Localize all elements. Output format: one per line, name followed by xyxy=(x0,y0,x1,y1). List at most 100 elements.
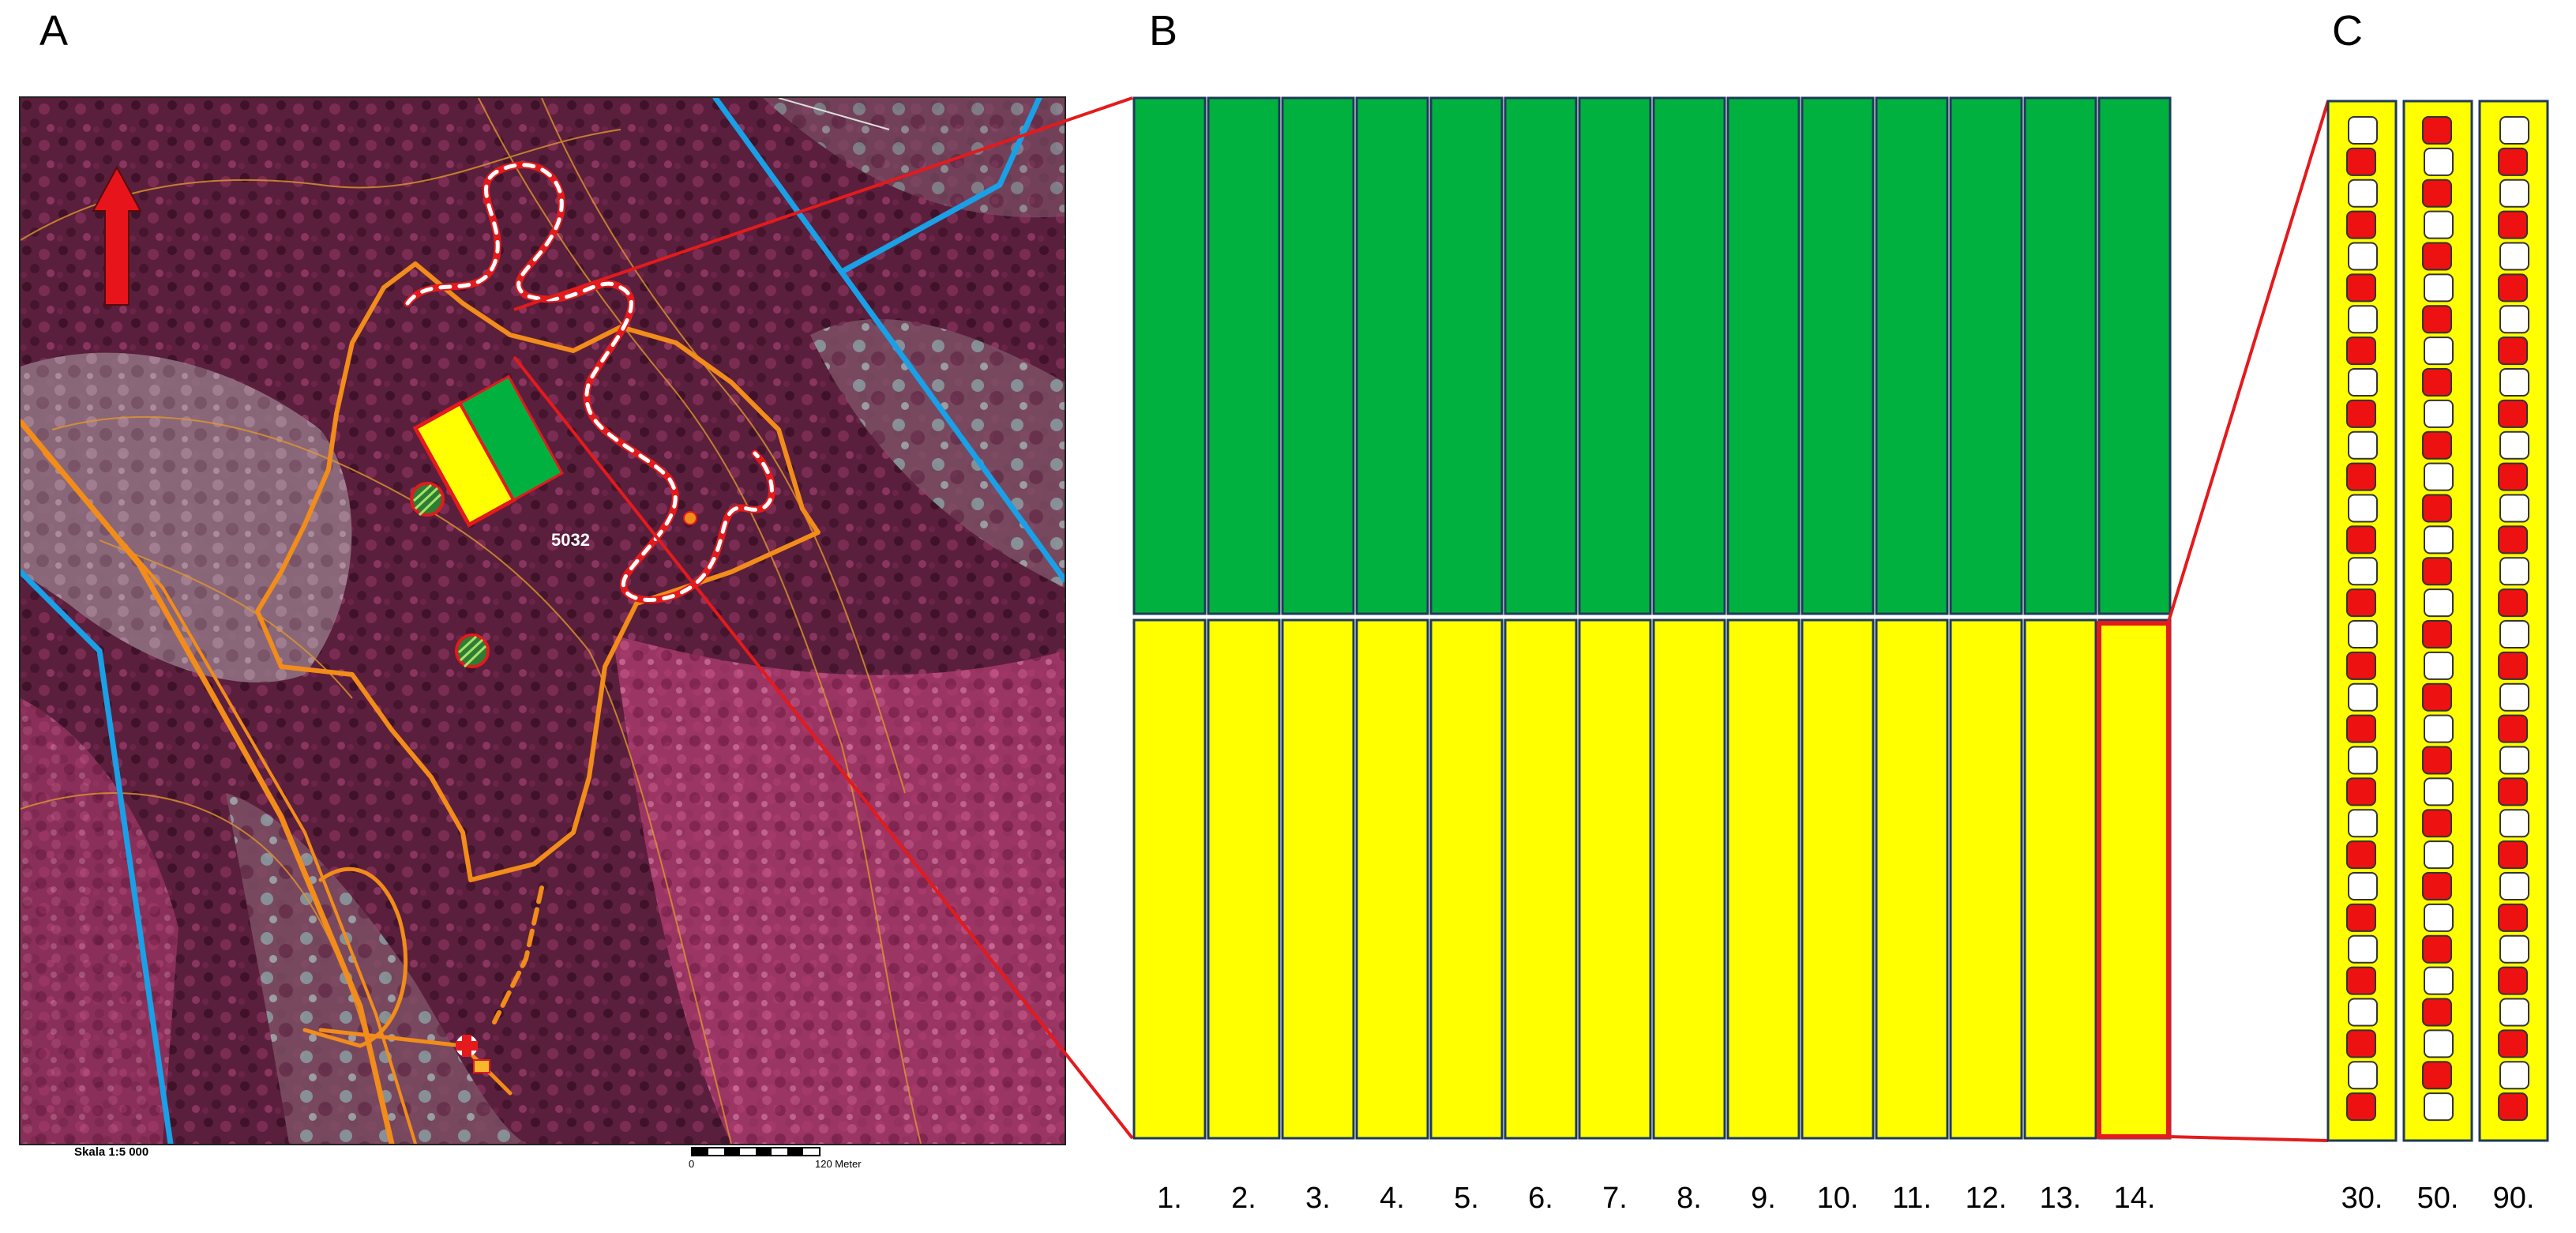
subplot-marker xyxy=(2424,147,2454,176)
plot-lower-4 xyxy=(1355,618,1429,1140)
subplot-marker xyxy=(2498,525,2528,554)
subplot-marker xyxy=(2499,368,2529,397)
subplot-marker xyxy=(2424,1029,2454,1058)
plot-upper-3 xyxy=(1281,96,1355,615)
plot-lower-11 xyxy=(1875,618,1949,1140)
subplot-marker xyxy=(2499,620,2529,648)
plot-lower-5 xyxy=(1429,618,1504,1140)
subplot-marker xyxy=(2422,998,2452,1027)
subplot-marker xyxy=(2346,840,2376,870)
subplot-marker xyxy=(2422,242,2452,271)
subplot-marker xyxy=(2498,966,2528,995)
subplot-marker xyxy=(2348,872,2378,900)
subplot-marker xyxy=(2424,588,2454,618)
subplot-marker xyxy=(2499,116,2529,145)
plot-label-12: 12. xyxy=(1965,1182,2007,1215)
subplot-marker xyxy=(2424,903,2454,932)
plot-lower-8 xyxy=(1652,618,1726,1140)
plot-label-4: 4. xyxy=(1380,1182,1405,1215)
subplot-marker xyxy=(2422,430,2452,460)
subplot-marker xyxy=(2422,368,2452,397)
aerial-map: 5032 xyxy=(19,96,1066,1145)
subplot-marker xyxy=(2498,588,2528,618)
subplot-marker xyxy=(2499,1061,2529,1090)
plot-lower-9 xyxy=(1726,618,1801,1140)
scale-bar-end: 120 Meter xyxy=(815,1158,862,1170)
subplot-marker xyxy=(2498,147,2528,176)
subplot-marker xyxy=(2422,305,2452,334)
subplot-marker xyxy=(2346,336,2376,366)
subplot-marker xyxy=(2348,934,2378,964)
subplot-marker xyxy=(2348,746,2378,775)
subplot-marker xyxy=(2348,368,2378,397)
subplot-marker xyxy=(2346,1092,2376,1122)
subplot-marker xyxy=(2498,840,2528,870)
subplot-label-1: 30. xyxy=(2341,1182,2383,1215)
subplot-marker xyxy=(2424,777,2454,806)
stand-number: 5032 xyxy=(551,530,590,550)
subplot-marker xyxy=(2422,746,2452,775)
subplot-marker xyxy=(2424,966,2454,995)
subplot-marker xyxy=(2348,242,2378,271)
highlighted-plot-outline xyxy=(2097,621,2171,1139)
subplot-marker xyxy=(2346,777,2376,806)
subplot-marker xyxy=(2346,966,2376,995)
zoom-line-b-top xyxy=(2167,100,2330,622)
subplot-marker xyxy=(2348,116,2378,145)
plot-label-8: 8. xyxy=(1677,1182,1702,1215)
plot-upper-4 xyxy=(1355,96,1429,615)
panel-letter-b: B xyxy=(1149,7,1178,55)
subplot-marker xyxy=(2348,494,2378,523)
subplot-marker xyxy=(2424,210,2454,239)
subplot-marker xyxy=(2498,1092,2528,1122)
plot-label-13: 13. xyxy=(2039,1182,2082,1215)
plot-upper-7 xyxy=(1578,96,1652,615)
subplot-marker xyxy=(2346,903,2376,932)
subplot-marker xyxy=(2422,179,2452,208)
plot-upper-1 xyxy=(1132,96,1207,615)
panel-letter-c: C xyxy=(2332,7,2363,55)
subplot-marker xyxy=(2498,1029,2528,1058)
plot-label-14: 14. xyxy=(2113,1182,2156,1215)
subplot-marker xyxy=(2498,399,2528,428)
subplot-marker xyxy=(2424,1092,2454,1122)
subplot-marker xyxy=(2499,809,2529,838)
subplot-marker xyxy=(2346,462,2376,491)
plot-lower-1 xyxy=(1132,618,1207,1140)
plot-upper-6 xyxy=(1504,96,1578,615)
subplot-marker xyxy=(2499,872,2529,900)
plot-upper-12 xyxy=(1949,96,2023,615)
subplot-marker xyxy=(2348,682,2378,712)
subplot-marker xyxy=(2346,399,2376,428)
plot-upper-10 xyxy=(1801,96,1875,615)
plot-label-6: 6. xyxy=(1528,1182,1553,1215)
plot-lower-7 xyxy=(1578,618,1652,1140)
subplot-marker xyxy=(2422,934,2452,964)
north-arrow-icon xyxy=(92,165,142,306)
subplot-marker xyxy=(2499,998,2529,1027)
subplot-marker xyxy=(2498,651,2528,680)
subplot-marker xyxy=(2422,809,2452,838)
subplot-marker xyxy=(2499,746,2529,775)
subplot-marker xyxy=(2498,714,2528,743)
plot-lower-12 xyxy=(1949,618,2023,1140)
subplot-marker xyxy=(2348,557,2378,586)
subplot-label-2: 50. xyxy=(2416,1182,2459,1215)
subplot-marker xyxy=(2424,399,2454,428)
plot-label-3: 3. xyxy=(1305,1182,1331,1215)
subplot-marker xyxy=(2424,840,2454,870)
plot-upper-14 xyxy=(2097,96,2172,615)
subplot-marker xyxy=(2499,305,2529,334)
subplot-marker xyxy=(2424,336,2454,366)
zoom-line-b-bottom xyxy=(2168,1135,2329,1142)
scale-bar-start: 0 xyxy=(689,1158,695,1170)
subplot-marker xyxy=(2348,430,2378,460)
subplot-marker xyxy=(2499,494,2529,523)
plot-lower-10 xyxy=(1801,618,1875,1140)
plot-label-1: 1. xyxy=(1157,1182,1182,1215)
subplot-marker xyxy=(2498,777,2528,806)
plot-upper-11 xyxy=(1875,96,1949,615)
subplot-marker xyxy=(2499,934,2529,964)
plot-label-5: 5. xyxy=(1454,1182,1479,1215)
